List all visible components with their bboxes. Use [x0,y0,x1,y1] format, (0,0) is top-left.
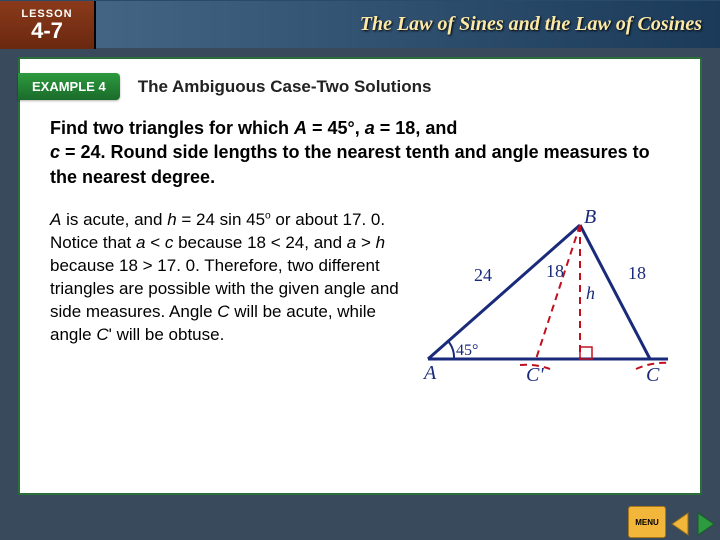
lesson-badge: LESSON 4-7 [0,1,96,49]
svg-text:C': C' [526,364,544,386]
b-4: because 18 < 24, and [173,233,346,252]
b-Cp: C [96,325,108,344]
top-bar: LESSON 4-7 The Law of Sines and the Law … [0,0,720,48]
svg-text:18: 18 [546,261,564,281]
problem-statement: Find two triangles for which A = 45°, a … [20,106,700,199]
content-panel: EXAMPLE 4 The Ambiguous Case-Two Solutio… [18,57,702,495]
arrow-right-icon [696,511,716,537]
svg-text:18: 18 [628,263,646,283]
nav-bar: MENU [628,506,718,538]
b-lt: < [145,233,164,252]
svg-text:C: C [646,364,660,386]
prev-button[interactable] [668,510,692,538]
body-text: A is acute, and h = 24 sin 45o or about … [50,209,400,387]
prob-t1: Find two triangles for which [50,118,294,138]
b-h2: h [376,233,385,252]
prob-t4: = 24. Round side lengths to the nearest … [50,142,650,186]
svg-text:B: B [584,209,596,228]
svg-text:45°: 45° [456,342,478,359]
b-gt: > [356,233,375,252]
body-row: A is acute, and h = 24 sin 45o or about … [20,199,700,387]
example-title: The Ambiguous Case-Two Solutions [138,77,432,97]
b-1: is acute, and [61,210,167,229]
triangle-figure: A B C C' 24 18 18 h 45° [416,209,678,387]
arrow-left-icon [670,511,690,537]
prob-t3: = 18, and [375,118,458,138]
example-header: EXAMPLE 4 The Ambiguous Case-Two Solutio… [20,59,700,106]
svg-text:24: 24 [474,265,492,285]
next-button[interactable] [694,510,718,538]
lesson-number: 4-7 [0,20,94,42]
example-tag: EXAMPLE 4 [18,73,120,100]
prob-A: A [294,118,307,138]
svg-text:h: h [586,283,595,303]
b-C: C [217,302,229,321]
b-a2: a [347,233,356,252]
b-2: = 24 sin 45 [177,210,265,229]
menu-button[interactable]: MENU [628,506,666,538]
b-h: h [167,210,176,229]
triangle-svg: A B C C' 24 18 18 h 45° [416,209,678,387]
prob-c: c [50,142,60,162]
prob-a: a [365,118,375,138]
svg-text:A: A [422,362,437,384]
b-A: A [50,210,61,229]
b-7: ' will be obtuse. [109,325,225,344]
prob-t2: = 45°, [307,118,365,138]
chapter-title: The Law of Sines and the Law of Cosines [96,1,720,48]
